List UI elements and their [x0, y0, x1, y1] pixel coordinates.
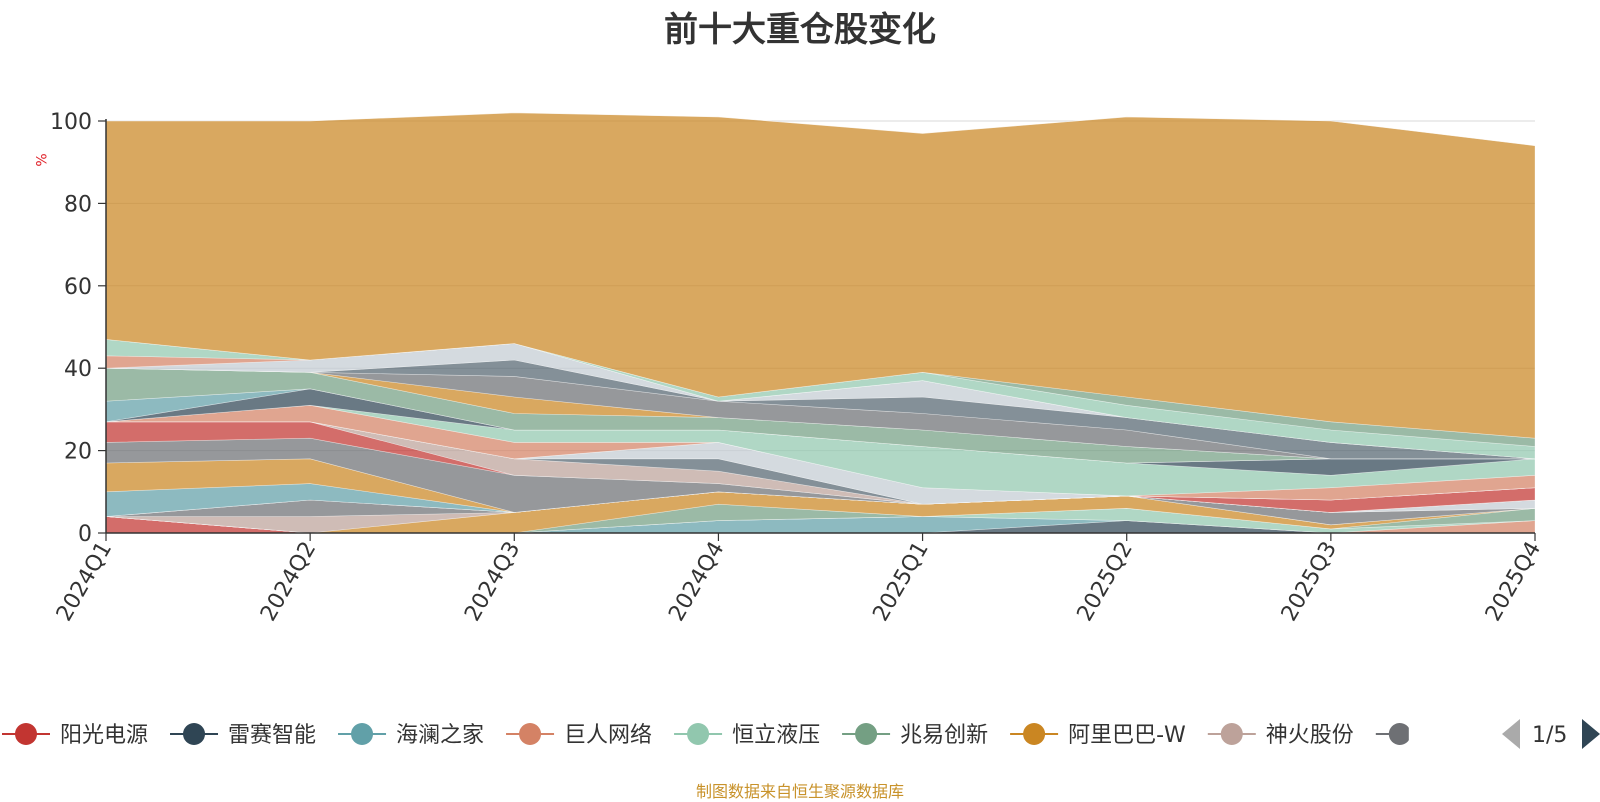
legend-marker — [1023, 723, 1046, 745]
y-tick-label: 60 — [64, 275, 92, 300]
legend-marker — [15, 723, 37, 745]
x-tick-label: 2025Q3 — [1277, 538, 1342, 626]
legend-clip — [1408, 721, 1433, 747]
x-tick-label: 2025Q1 — [868, 538, 933, 626]
legend-label: 阿里巴巴-W — [1068, 723, 1186, 748]
area-series — [105, 112, 1536, 534]
x-tick-label: 2024Q2 — [256, 538, 321, 626]
x-tick-label: 2024Q3 — [460, 538, 525, 626]
legend-marker — [183, 723, 206, 745]
legend-marker — [351, 723, 374, 745]
x-tick-label: 2025Q2 — [1073, 538, 1138, 626]
legend: 阳光电源 雷赛智能 海澜之家 巨人网络 恒立液压 兆易创新 阿里巴巴-W 神火股份 1/5 — [2, 719, 1600, 749]
legend-page-indicator: 1/5 — [1532, 723, 1567, 748]
legend-label: 巨人网络 — [564, 723, 652, 748]
legend-label: 兆易创新 — [900, 723, 988, 748]
y-tick-label: 40 — [64, 357, 92, 382]
y-tick-label: 20 — [64, 440, 92, 465]
area-series-band[interactable] — [106, 112, 1536, 146]
legend-item[interactable]: 巨人网络 — [506, 723, 652, 748]
y-tick-label: 100 — [50, 110, 92, 135]
legend-item[interactable]: 海澜之家 — [338, 723, 484, 748]
legend-item[interactable]: 兆易创新 — [842, 723, 988, 748]
legend-label: 海澜之家 — [396, 723, 484, 748]
legend-item[interactable]: 阳光电源 — [2, 723, 148, 748]
legend-marker — [1220, 723, 1243, 745]
legend-label: 雷赛智能 — [228, 723, 316, 748]
legend-label: 神火股份 — [1266, 723, 1354, 748]
data-source-note: 制图数据来自恒生聚源数据库 — [695, 782, 904, 801]
x-tick-label: 2024Q1 — [52, 538, 117, 626]
legend-item[interactable]: 阿里巴巴-W — [1010, 723, 1186, 748]
legend-label: 阳光电源 — [60, 723, 148, 748]
x-tick-label: 2024Q4 — [664, 538, 729, 626]
y-tick-label: 80 — [64, 192, 92, 217]
legend-item[interactable]: 雷赛智能 — [170, 723, 316, 748]
legend-item[interactable]: 恒立液压 — [674, 723, 820, 748]
legend-marker — [855, 723, 878, 745]
chart-title: 前十大重仓股变化 — [664, 10, 936, 50]
legend-marker — [1388, 723, 1411, 745]
legend-label: 恒立液压 — [732, 723, 820, 748]
x-tick-label: 2025Q4 — [1481, 538, 1546, 626]
legend-marker — [519, 723, 542, 745]
legend-item[interactable] — [1375, 721, 1433, 747]
legend-marker — [687, 723, 710, 745]
y-tick-label: 0 — [78, 522, 92, 547]
legend-next-page-icon[interactable] — [1582, 719, 1600, 749]
legend-item[interactable]: 神火股份 — [1207, 723, 1354, 748]
legend-prev-page-icon[interactable] — [1502, 719, 1520, 749]
